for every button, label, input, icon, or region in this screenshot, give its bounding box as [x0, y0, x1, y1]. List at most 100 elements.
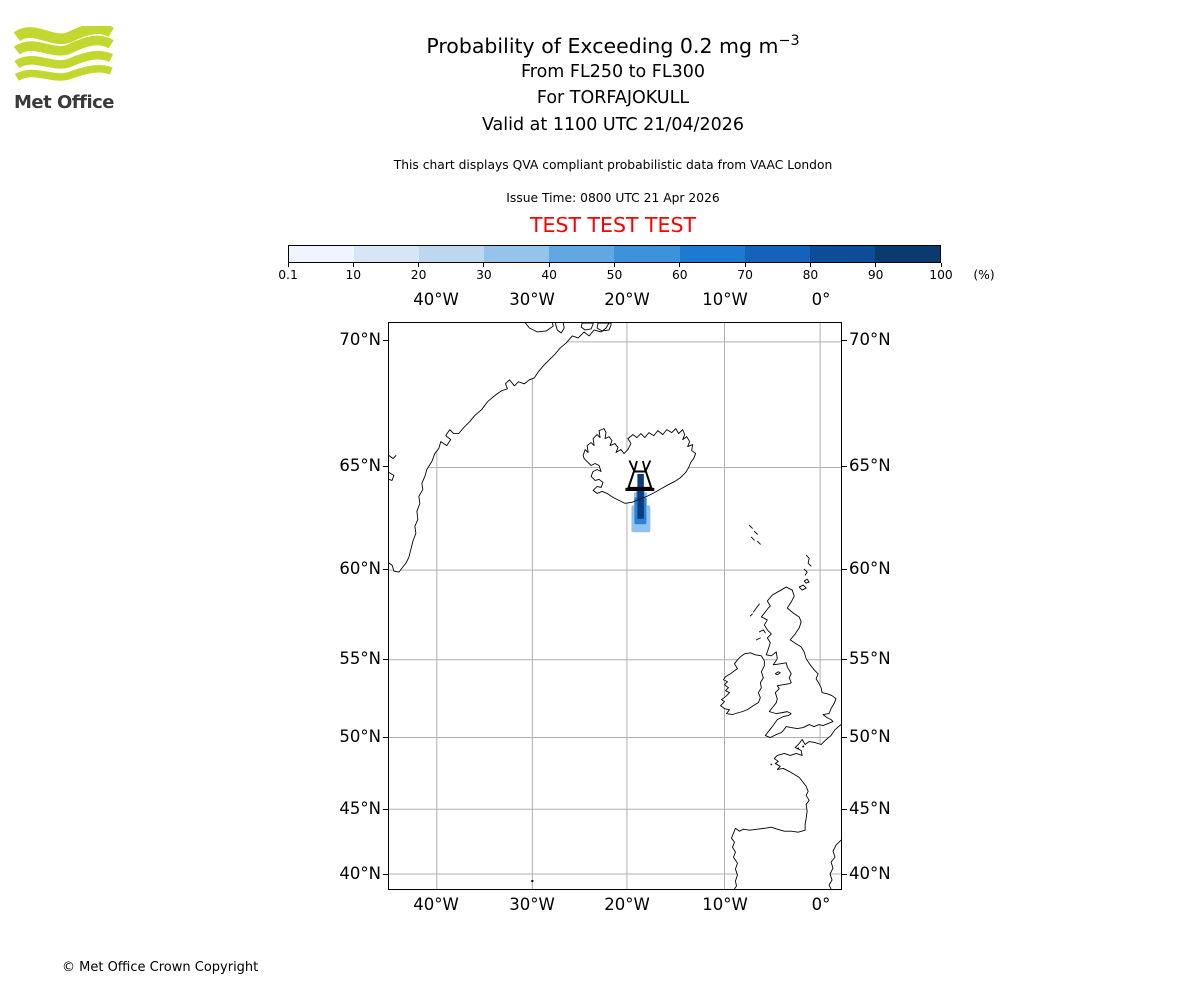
- graticule: [389, 323, 841, 889]
- greenland-coast-fragment: [389, 455, 397, 459]
- y-axis-label-left: 60°N: [339, 559, 381, 578]
- colorbar-tick: [418, 263, 420, 267]
- isle-of-man-coastline: [774, 671, 781, 676]
- colorbar-segment: [809, 246, 875, 262]
- france-iberia-coastline: [731, 724, 841, 889]
- faroe-islands-coastline: [748, 524, 761, 545]
- colorbar-segment: [484, 246, 550, 262]
- axis-tick: [383, 874, 388, 875]
- y-axis-label-left: 50°N: [339, 727, 381, 746]
- subtitle-flight-levels: From FL250 to FL300: [520, 61, 706, 82]
- axis-tick: [383, 737, 388, 738]
- colorbar-segment: [549, 246, 615, 262]
- x-axis-label-bottom: 10°W: [702, 895, 748, 914]
- subtitle-valid-time: Valid at 1100 UTC 21/04/2026: [481, 114, 745, 135]
- spain-mediterranean-coastline: [828, 839, 841, 889]
- map-canvas: [388, 322, 842, 890]
- axis-tick: [842, 659, 847, 660]
- y-axis-label-right: 40°N: [849, 864, 891, 883]
- colorbar-segment: [419, 246, 485, 262]
- greenland-coast-fragment: [389, 472, 395, 481]
- colorbar-tick: [614, 263, 615, 267]
- axis-tick: [383, 809, 388, 810]
- colorbar-segment: [744, 246, 810, 262]
- y-axis-label-left: 40°N: [339, 864, 381, 883]
- colorbar-label: 50: [606, 268, 623, 282]
- x-axis-label-top: 30°W: [509, 290, 555, 309]
- page-title: Probability of Exceeding 0.2 mg m−3: [213, 28, 1013, 59]
- hebrides-coastline: [749, 603, 766, 641]
- small-islands: [531, 745, 805, 883]
- y-axis-label-right: 60°N: [849, 559, 891, 578]
- y-axis-label-right: 70°N: [849, 330, 891, 349]
- greenland-coastline: [389, 323, 610, 573]
- subtitle-volcano: For TORFAJOKULL: [536, 88, 690, 109]
- colorbar-tick: [940, 263, 942, 267]
- colorbar-segment: [289, 246, 355, 262]
- y-axis-label-right: 55°N: [849, 649, 891, 668]
- colorbar-tick: [548, 263, 550, 267]
- greenland-fjord-fragment: [524, 323, 554, 333]
- y-axis-label-left: 55°N: [339, 649, 381, 668]
- colorbar-label: 90: [867, 268, 884, 282]
- volcano-icon: [625, 460, 655, 492]
- x-axis-label-bottom: 20°W: [604, 895, 650, 914]
- ash-plume: [631, 473, 651, 533]
- colorbar-tick: [483, 263, 485, 267]
- colorbar-label: 30: [476, 268, 492, 282]
- x-axis-label-top: 10°W: [702, 290, 748, 309]
- axis-tick: [842, 737, 847, 738]
- orkney-coastline: [798, 578, 810, 591]
- colorbar-tick: [679, 263, 681, 267]
- ash-plume-high-prob: [637, 473, 644, 519]
- axis-tick: [842, 874, 847, 875]
- colorbar-label: 70: [737, 268, 753, 282]
- y-axis-label-right: 45°N: [849, 799, 891, 818]
- y-axis-label-right: 50°N: [849, 727, 891, 746]
- colorbar-label: 80: [802, 268, 819, 282]
- colorbar-tick: [352, 263, 354, 267]
- shetland-coastline: [803, 554, 812, 576]
- title-text: Probability of Exceeding 0.2 mg m: [426, 33, 779, 58]
- probability-colorbar: [288, 245, 941, 263]
- copyright-notice: © Met Office Crown Copyright: [62, 960, 259, 975]
- colorbar-label: 60: [671, 268, 688, 282]
- ireland-coastline: [720, 652, 765, 716]
- y-axis-label-left: 70°N: [339, 330, 381, 349]
- colorbar-tick: [744, 263, 746, 267]
- y-axis-label-right: 65°N: [849, 456, 891, 475]
- x-axis-label-bottom: 40°W: [413, 895, 459, 914]
- channel-island-dot: [797, 747, 800, 750]
- channel-island-dot: [802, 745, 805, 748]
- colorbar-label: 10: [345, 268, 362, 282]
- colorbar-tick: [809, 263, 811, 267]
- met-office-logo: Met Office: [13, 23, 115, 113]
- greenland-fjord-fragment: [596, 323, 612, 332]
- x-axis-label-bottom: 0°: [811, 895, 831, 914]
- axis-tick: [842, 340, 847, 341]
- axis-tick: [383, 569, 388, 570]
- title-exponent: −3: [778, 33, 800, 49]
- colorbar-label: 0.1: [278, 268, 298, 282]
- x-axis-label-top: 40°W: [413, 290, 459, 309]
- axis-tick: [842, 569, 847, 570]
- colorbar-segment: [679, 246, 745, 262]
- colorbar-unit-label: (%): [973, 268, 995, 282]
- axis-tick: [383, 659, 388, 660]
- title-block: Probability of Exceeding 0.2 mg m−3 From…: [213, 28, 1013, 138]
- coastlines: [389, 323, 841, 889]
- colorbar-label: 20: [410, 268, 427, 282]
- colorbar-segment: [354, 246, 420, 262]
- colorbar-segment: [614, 246, 680, 262]
- great-britain-coastline: [760, 586, 837, 738]
- land-fills: [389, 323, 841, 889]
- colorbar-tick: [875, 263, 877, 267]
- x-axis-label-top: 0°: [811, 290, 831, 309]
- colorbar-label: 100: [929, 268, 953, 282]
- greenland-fjord-fragment: [554, 323, 565, 334]
- logo-waves-icon: [13, 23, 114, 81]
- y-axis-label-left: 65°N: [339, 456, 381, 475]
- x-axis-label-bottom: 30°W: [509, 895, 555, 914]
- axis-tick: [842, 809, 847, 810]
- colorbar-label: 40: [541, 268, 558, 282]
